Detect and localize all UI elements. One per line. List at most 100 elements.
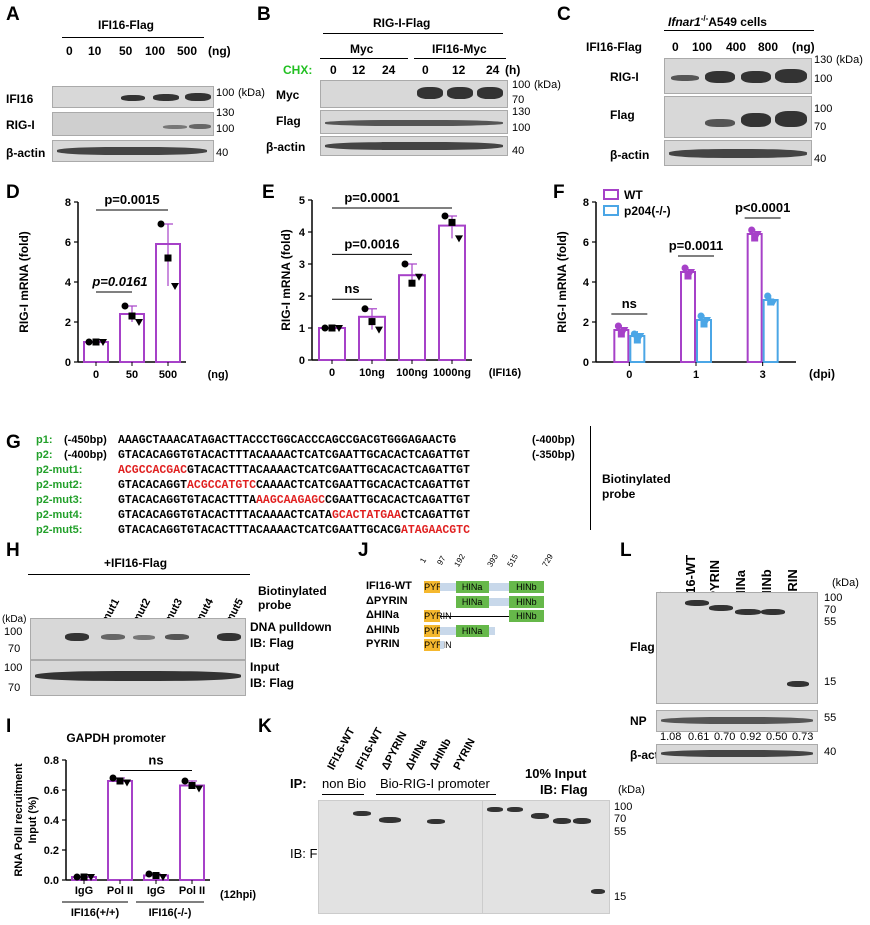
- aa-position: 1: [418, 556, 429, 565]
- p-value: p=0.0011: [669, 238, 724, 253]
- row-label: IFI16-Flag: [586, 40, 643, 54]
- hina-domain: HINa: [455, 581, 489, 593]
- sequence-text: GTACACAGGTGTACACTTTACAAAACTCATCGAATTGCAC…: [118, 449, 470, 462]
- pyrin-domain: PYRIN: [424, 639, 452, 651]
- bar: [179, 784, 205, 881]
- data-point: [751, 234, 759, 242]
- panel-a-title: IFI16-Flag: [98, 18, 155, 32]
- data-point: [614, 322, 622, 330]
- unit-label: (ng): [792, 40, 815, 54]
- blot-l-flag: [656, 592, 818, 704]
- row-label: RIG-I: [6, 118, 35, 132]
- data-point: [767, 298, 775, 306]
- linker-region: [488, 597, 509, 606]
- y-axis-label: RIG-I mRNA (fold): [17, 231, 31, 333]
- lane-label: ΔHINb: [427, 736, 454, 772]
- blot-c-actin: [664, 140, 812, 166]
- sequence-text: GTACACAGGTGTACACTTTACAAAACTCATAGCACTATGA…: [118, 509, 470, 522]
- panel-c-title: Ifnar1-/-A549 cells: [668, 14, 767, 29]
- kda-label: (kDa): [534, 79, 561, 91]
- x-tick-label: 0: [329, 367, 335, 379]
- data-point: [764, 292, 772, 300]
- mw-marker: 130: [512, 106, 531, 118]
- input-ib: IB: Flag: [540, 782, 588, 797]
- hinb-domain: HINb: [508, 581, 544, 593]
- bar: [107, 780, 133, 881]
- x-tick-label: 1000ng: [433, 367, 471, 379]
- aa-position: 192: [452, 552, 467, 569]
- ip-label: IP:: [290, 776, 307, 791]
- legend-swatch: [603, 189, 619, 200]
- p-value: p=0.0161: [91, 274, 147, 289]
- blot-k-input: [482, 800, 610, 914]
- unit-label: (h): [505, 63, 521, 77]
- mutation-text: ACGCCACGAC: [118, 464, 188, 477]
- lane-label: 12: [452, 63, 466, 77]
- row-label: β-actin: [610, 148, 650, 162]
- hina-domain: HINa: [455, 595, 489, 608]
- data-point: [188, 782, 196, 789]
- data-point: [684, 272, 692, 280]
- data-point: [145, 870, 153, 878]
- mw-marker: 70: [814, 121, 827, 133]
- blot-k-ip: [318, 800, 496, 914]
- mw-marker: 100: [614, 801, 633, 813]
- panel-h-title: +IFI16-Flag: [104, 556, 168, 570]
- blot-b-myc: [320, 80, 508, 108]
- group-label: IFI16(-/-): [149, 907, 192, 919]
- lane-label: 0: [330, 63, 337, 77]
- construct-name: ΔHINa: [366, 609, 399, 621]
- bar: [746, 233, 763, 363]
- probe-label: Biotinylated: [258, 584, 327, 598]
- x-tick-label: 1: [693, 369, 699, 381]
- data-point: [164, 254, 172, 262]
- row-label: RIG-I: [610, 70, 639, 84]
- kda-label: (kDa): [2, 614, 27, 625]
- pyrin-domain: PYRIN: [424, 581, 452, 593]
- lane-label: 0: [672, 40, 679, 54]
- data-point: [620, 327, 629, 334]
- mw-marker: 55: [824, 712, 837, 724]
- lane-label: PYRIN: [451, 736, 478, 772]
- legend-swatch: [603, 205, 619, 216]
- mw-marker: 100: [4, 626, 23, 638]
- p-value: p=0.0016: [344, 236, 399, 251]
- data-point: [748, 226, 756, 234]
- y-tick-label: 0.8: [44, 755, 59, 767]
- row-label: NP: [630, 714, 647, 728]
- kda-label: (kDa): [618, 784, 645, 796]
- data-point: [159, 874, 167, 881]
- x-tick-label: 50: [126, 369, 138, 381]
- data-point: [181, 777, 189, 785]
- time-label: (12hpi): [220, 889, 256, 901]
- panel-label-b: B: [257, 4, 271, 25]
- data-point: [415, 273, 423, 281]
- data-point: [321, 324, 329, 332]
- kda-label: (kDa): [836, 54, 863, 66]
- mw-marker: 70: [8, 643, 21, 655]
- panel-label-f: F: [553, 182, 565, 203]
- panel-label-e: E: [262, 182, 275, 203]
- sequence-text: GTACACAGGTGTACACTTTACAAAACTCATCGAATTGCAC…: [118, 524, 470, 537]
- kda-label: (kDa): [238, 87, 265, 99]
- mutation-text: AAGCAAGAGC: [256, 494, 326, 507]
- p-value: ns: [148, 753, 163, 768]
- panel-label-j: J: [358, 540, 369, 561]
- hina-domain: HINa: [455, 624, 489, 637]
- data-point: [195, 785, 203, 793]
- row-label: IB: Flag: [250, 676, 294, 690]
- data-point: [769, 299, 778, 306]
- linker-region: [439, 583, 456, 591]
- data-point: [157, 220, 165, 228]
- y-tick-label: 0.6: [44, 785, 59, 797]
- lane-label: 100: [692, 40, 713, 54]
- data-point: [448, 218, 456, 226]
- mutation-text: ACGCCATGTC: [187, 479, 257, 492]
- position-left: (-450bp): [64, 434, 107, 446]
- x-tick-label: 500: [159, 369, 177, 381]
- x-tick-label: Pol II: [179, 885, 205, 897]
- data-point: [700, 320, 708, 328]
- nonbio-label: non Bio: [322, 776, 367, 791]
- mw-marker: 130: [216, 107, 235, 119]
- y-tick-label: 0.4: [44, 815, 60, 827]
